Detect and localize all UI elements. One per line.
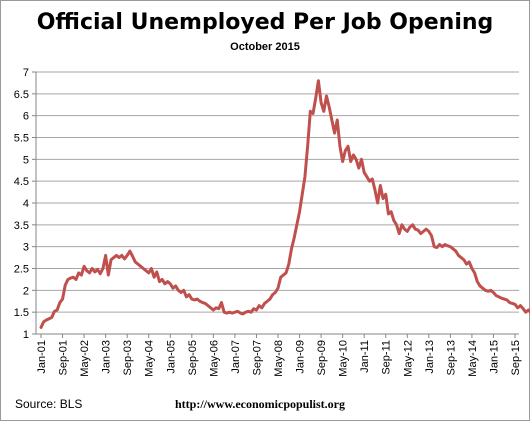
x-tick-label: May-14	[467, 340, 479, 377]
x-tick-label: Jan-01	[36, 340, 48, 374]
source-label: Source: BLS	[15, 397, 83, 411]
y-tick-label: 4.5	[14, 176, 29, 188]
x-tick-label: May-02	[79, 340, 91, 377]
y-tick-label: 5.5	[14, 133, 29, 145]
y-tick-label: 7	[23, 67, 29, 79]
x-tick-label: Jan-09	[295, 340, 307, 374]
x-tick-label: Jan-07	[230, 340, 242, 374]
y-tick-label: 4	[23, 198, 29, 210]
y-tick-label: 1.5	[14, 307, 29, 319]
y-tick-label: 3	[23, 242, 29, 254]
x-tick-label: Jan-15	[488, 340, 500, 374]
series-group	[39, 79, 530, 329]
y-axis-ticks: 1 1.5 2 2.5 3 3.5 4 4.5 5 5.5 6 6.5 7	[14, 67, 36, 341]
y-tick-label: 5	[23, 154, 29, 166]
x-tick-label: May-06	[208, 340, 220, 377]
x-tick-label: May-04	[144, 340, 156, 377]
y-tick-label: 2	[23, 285, 29, 297]
x-tick-label: May-12	[402, 340, 414, 377]
x-tick-label: Sep-07	[251, 340, 263, 375]
x-tick-label: Sep-09	[316, 340, 328, 375]
x-tick-label: Jan-13	[424, 340, 436, 374]
x-tick-label: Jan-05	[165, 340, 177, 374]
x-tick-label: Sep-13	[445, 340, 457, 375]
x-tick-label: Sep-11	[381, 340, 393, 375]
chart-subtitle: October 2015	[230, 41, 300, 53]
y-tick-label: 1	[23, 329, 29, 341]
y-tick-label: 2.5	[14, 264, 29, 276]
x-tick-label: May-10	[338, 340, 350, 377]
y-tick-label: 6	[23, 111, 29, 123]
x-tick-label: May-08	[273, 340, 285, 377]
x-tick-label: Sep-15	[510, 340, 522, 375]
x-tick-label: Sep-05	[187, 340, 199, 375]
y-tick-label: 6.5	[14, 89, 29, 101]
chart-title: Official Unemployed Per Job Opening	[36, 10, 494, 35]
source-url: http://www.economicpopulist.org	[175, 397, 346, 411]
series-line	[39, 79, 530, 329]
x-axis-ticks: Jan-01 Sep-01 May-02 Jan-03 Sep-03 May-04 Jan-…	[36, 334, 522, 377]
x-tick-label: Sep-01	[58, 340, 70, 375]
x-tick-label: Jan-11	[359, 340, 371, 373]
x-tick-label: Jan-03	[101, 340, 113, 374]
y-tick-label: 3.5	[14, 220, 29, 232]
x-tick-label: Sep-03	[122, 340, 134, 375]
